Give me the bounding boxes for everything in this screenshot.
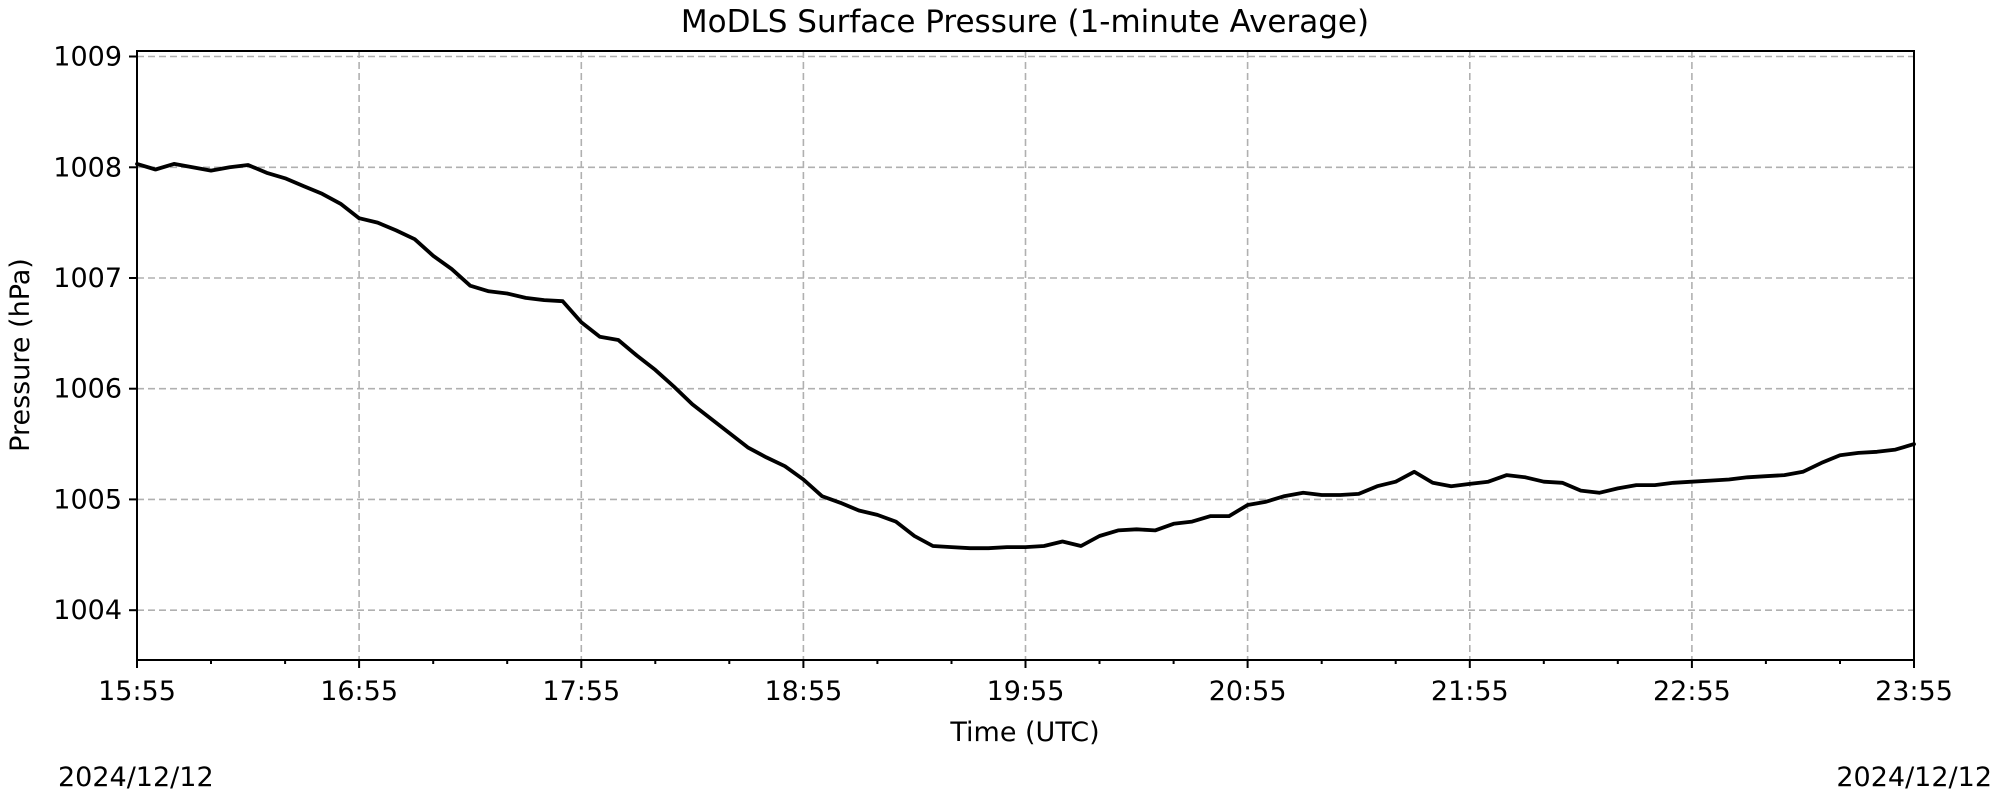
x-tick-label: 15:55: [98, 676, 176, 707]
chart-title: MoDLS Surface Pressure (1-minute Average…: [681, 4, 1369, 40]
grid: [136, 51, 1915, 660]
x-tick-label: 20:55: [1209, 676, 1287, 707]
date-left: 2024/12/12: [58, 762, 214, 793]
pressure-series-line: [135, 161, 1916, 551]
y-tick-label: 1005: [53, 484, 122, 515]
y-axis-label: Pressure (hPa): [5, 258, 36, 452]
x-tick-label: 21:55: [1431, 676, 1509, 707]
x-tick-label: 18:55: [764, 676, 842, 707]
y-tick-label: 1004: [53, 595, 122, 626]
x-tick-label: 19:55: [987, 676, 1065, 707]
axis-ticks: 15:55 16:55 17:55 18:55 19:55 20:55 21:55 22:55…: [53, 42, 1953, 708]
x-tick-label: 16:55: [320, 676, 398, 707]
x-tick-label: 22:55: [1653, 676, 1731, 707]
x-axis-label: Time (UTC): [949, 717, 1099, 748]
series-layer: [135, 161, 1916, 551]
x-tick-label: 17:55: [542, 676, 620, 707]
y-tick-label: 1007: [53, 263, 122, 294]
y-tick-label: 1008: [53, 152, 122, 183]
y-tick-label: 1009: [53, 42, 122, 73]
y-tick-label: 1006: [53, 374, 122, 405]
date-right: 2024/12/12: [1836, 762, 1992, 793]
x-tick-label: 23:55: [1875, 676, 1953, 707]
